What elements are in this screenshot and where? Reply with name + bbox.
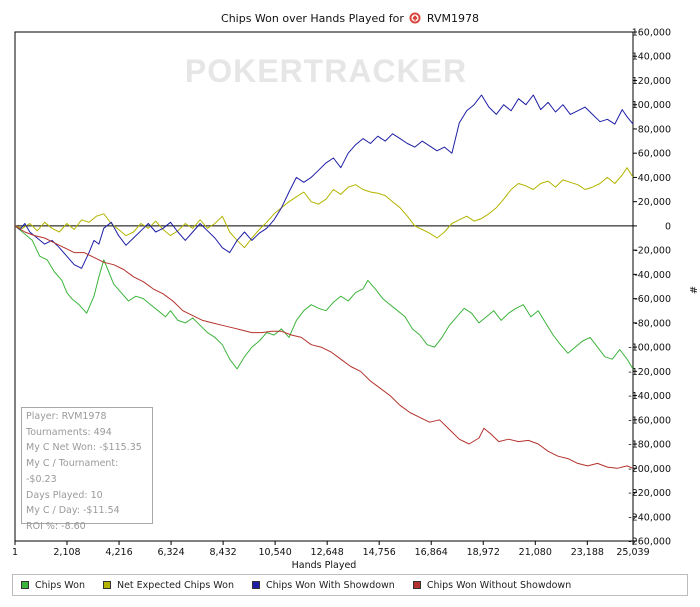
x-tick-label: 14,756 <box>363 547 396 558</box>
y-axis: 160,000 140,000 120,000 100,000 80,000 60,000… <box>628 28 671 548</box>
y-tick-label: -180,000 <box>628 440 671 451</box>
y-tick-label: -20,000 <box>634 246 671 257</box>
watermark: POKERTRACKER <box>185 53 467 89</box>
series-layer <box>14 94 634 469</box>
legend-item-without-showdown[interactable]: Chips Won Without Showdown <box>412 579 572 591</box>
stat-net-won: My C Net Won: -$115.35 <box>26 442 142 454</box>
y-tick-label: -240,000 <box>628 512 671 523</box>
stat-days-played: Days Played: 10 <box>26 489 103 501</box>
y-tick-label: -120,000 <box>628 367 671 378</box>
y-tick-label: -80,000 <box>634 318 671 329</box>
legend-swatch <box>412 581 421 589</box>
y-tick-label: -40,000 <box>634 270 671 281</box>
poker-chip-spade-icon <box>409 12 421 27</box>
legend-label: Net Expected Chips Won <box>116 579 234 591</box>
stat-per-day: My C / Day: -$11.54 <box>26 505 120 517</box>
legend-item-chips-won[interactable]: Chips Won <box>21 580 85 591</box>
series-line-1 <box>14 167 634 249</box>
stat-player: Player: RVM1978 <box>26 411 107 422</box>
title-player: RVM1978 <box>426 12 479 25</box>
stat-roi: ROI %: -8.60 <box>26 520 86 532</box>
x-tick-label: 10,540 <box>259 547 292 558</box>
legend-label: Chips Won Without Showdown <box>426 579 572 591</box>
x-tick-label: 4,216 <box>105 547 132 558</box>
y-tick-label: 0 <box>665 221 671 232</box>
y-tick-label: -260,000 <box>628 537 671 548</box>
y-tick-label: -200,000 <box>628 464 671 475</box>
legend-swatch <box>102 581 111 589</box>
y-tick-label: 40,000 <box>638 173 671 184</box>
legend-item-net-expected[interactable]: Net Expected Chips Won <box>102 579 234 591</box>
legend-label: Chips Won <box>35 579 85 591</box>
stat-per-tournament: My C / Tournament: -$0.23 <box>26 458 119 485</box>
y-tick-label: 160,000 <box>632 28 671 39</box>
legend-swatch <box>251 581 260 589</box>
y-tick-label: 60,000 <box>638 149 671 160</box>
legend-label: Chips Won With Showdown <box>265 579 395 591</box>
x-tick-label: 21,080 <box>519 547 552 558</box>
y-tick-label: 120,000 <box>632 76 671 87</box>
y-tick-label: -140,000 <box>628 391 671 402</box>
x-tick-label: 8,432 <box>209 547 236 558</box>
x-axis: 1 2,108 4,216 6,324 8,432 10,540 12,648 14,756 1… <box>12 541 650 558</box>
legend-item-with-showdown[interactable]: Chips Won With Showdown <box>251 579 395 591</box>
y-tick-label: -100,000 <box>628 343 671 354</box>
x-axis-label: Hands Played <box>292 560 357 571</box>
legend: Chips Won Net Expected Chips Won Chips W… <box>12 574 688 596</box>
x-tick-label: 12,648 <box>311 547 344 558</box>
y-tick-label: 140,000 <box>632 52 671 63</box>
x-tick-label: 16,864 <box>415 547 448 558</box>
x-tick-label: 25,039 <box>616 547 649 558</box>
x-tick-label: 1 <box>12 547 18 558</box>
legend-swatch <box>21 581 29 589</box>
title-text: Chips Won over Hands Played for <box>221 12 404 25</box>
chart-title: Chips Won over Hands Played for RVM1978 <box>0 12 700 27</box>
y-axis-label: # <box>687 286 698 294</box>
stats-box: Player: RVM1978 Tournaments: 494 My C Ne… <box>21 407 153 532</box>
stat-tournaments: Tournaments: 494 <box>26 426 112 438</box>
y-tick-label: 20,000 <box>638 197 671 208</box>
y-tick-label: 80,000 <box>638 124 671 135</box>
y-tick-label: -60,000 <box>634 294 671 305</box>
x-tick-label: 23,188 <box>571 547 604 558</box>
series-line-2 <box>14 94 634 269</box>
x-tick-label: 18,972 <box>467 547 500 558</box>
x-tick-label: 6,324 <box>157 547 184 558</box>
series-line-0 <box>14 225 634 370</box>
plot-area <box>14 31 634 542</box>
y-tick-label: -220,000 <box>628 488 671 499</box>
y-tick-label: 100,000 <box>632 100 671 111</box>
y-tick-label: -160,000 <box>628 415 671 426</box>
x-tick-label: 2,108 <box>53 547 80 558</box>
series-line-3 <box>14 225 634 469</box>
